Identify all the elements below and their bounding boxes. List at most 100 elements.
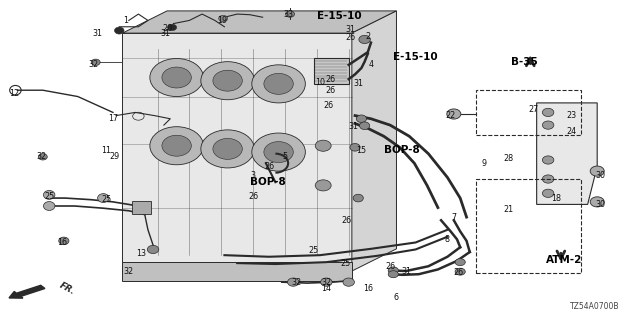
Ellipse shape: [542, 175, 554, 183]
Ellipse shape: [287, 278, 299, 286]
Ellipse shape: [44, 202, 55, 211]
Polygon shape: [122, 11, 396, 33]
Ellipse shape: [38, 154, 47, 160]
Ellipse shape: [321, 278, 332, 286]
Text: 25: 25: [101, 195, 111, 204]
Ellipse shape: [162, 67, 191, 88]
Polygon shape: [122, 261, 352, 281]
Polygon shape: [352, 11, 396, 271]
Text: 31: 31: [346, 25, 356, 35]
Bar: [132, 201, 151, 214]
Text: 29: 29: [109, 152, 119, 161]
Text: 28: 28: [503, 154, 513, 163]
Text: 20: 20: [162, 24, 172, 33]
Text: 10: 10: [315, 78, 325, 87]
Text: E-15-10: E-15-10: [317, 11, 362, 21]
Text: 8: 8: [445, 235, 450, 244]
Text: 14: 14: [321, 284, 332, 293]
Text: 30: 30: [595, 172, 605, 180]
Text: B-35: B-35: [511, 57, 538, 67]
Text: 32: 32: [321, 278, 332, 287]
Ellipse shape: [343, 278, 355, 286]
Text: 9: 9: [482, 159, 487, 168]
Text: BOP-8: BOP-8: [250, 177, 285, 187]
Bar: [476, 90, 581, 135]
Ellipse shape: [115, 27, 124, 34]
Text: 19: 19: [218, 16, 228, 25]
Ellipse shape: [264, 142, 293, 163]
Text: 17: 17: [108, 114, 118, 123]
Ellipse shape: [590, 197, 604, 207]
Text: 33: 33: [283, 10, 293, 19]
Ellipse shape: [213, 139, 243, 159]
Text: 4: 4: [369, 60, 374, 69]
Ellipse shape: [447, 109, 461, 119]
Ellipse shape: [213, 70, 243, 91]
Text: 12: 12: [9, 89, 19, 98]
Text: 6: 6: [394, 293, 399, 302]
Text: 31: 31: [353, 79, 364, 88]
FancyArrow shape: [9, 285, 45, 298]
Text: 32: 32: [36, 152, 47, 161]
Polygon shape: [122, 33, 352, 271]
Ellipse shape: [542, 189, 554, 197]
Ellipse shape: [147, 245, 159, 253]
Text: TZ54A0700B: TZ54A0700B: [570, 302, 620, 311]
Ellipse shape: [455, 259, 465, 266]
Ellipse shape: [252, 133, 305, 171]
Text: 27: 27: [529, 105, 539, 114]
Text: 21: 21: [503, 205, 513, 214]
Text: 32: 32: [291, 278, 301, 287]
Bar: [476, 179, 581, 273]
Text: ATM-2: ATM-2: [546, 255, 582, 265]
Text: BOP-8: BOP-8: [384, 146, 419, 156]
Ellipse shape: [316, 140, 331, 151]
Text: 32: 32: [89, 60, 99, 69]
Text: 25: 25: [308, 246, 319, 255]
Ellipse shape: [162, 135, 191, 156]
Ellipse shape: [353, 194, 364, 202]
Polygon shape: [314, 59, 349, 84]
Text: 16: 16: [57, 238, 67, 247]
Ellipse shape: [316, 180, 331, 191]
Text: 32: 32: [124, 267, 134, 276]
Ellipse shape: [542, 108, 554, 116]
Text: 2: 2: [365, 32, 371, 41]
Text: 31: 31: [161, 28, 171, 38]
Ellipse shape: [201, 62, 254, 100]
Ellipse shape: [98, 194, 109, 203]
Ellipse shape: [316, 69, 331, 80]
Ellipse shape: [388, 271, 398, 278]
Text: 25: 25: [44, 192, 54, 201]
Ellipse shape: [59, 237, 69, 245]
Ellipse shape: [455, 268, 465, 275]
Ellipse shape: [150, 127, 204, 165]
Text: 5: 5: [282, 152, 287, 161]
Ellipse shape: [92, 59, 100, 66]
Text: 26: 26: [323, 100, 333, 110]
Text: 23: 23: [566, 111, 577, 120]
Ellipse shape: [150, 59, 204, 97]
Ellipse shape: [350, 143, 360, 151]
Ellipse shape: [359, 35, 371, 44]
Text: 25: 25: [340, 259, 351, 268]
Ellipse shape: [264, 73, 293, 94]
Ellipse shape: [360, 122, 370, 130]
Text: 31: 31: [401, 267, 411, 276]
Text: 26: 26: [346, 33, 356, 42]
Text: 30: 30: [595, 200, 605, 209]
Ellipse shape: [201, 130, 254, 168]
Text: 31: 31: [348, 122, 358, 131]
Text: 24: 24: [566, 127, 577, 136]
Text: 26: 26: [248, 192, 258, 201]
Text: 26: 26: [326, 86, 336, 95]
Text: 26: 26: [264, 162, 274, 171]
Ellipse shape: [252, 65, 305, 103]
Text: 26: 26: [342, 216, 352, 225]
Ellipse shape: [388, 267, 398, 274]
Text: E-15-10: E-15-10: [394, 52, 438, 62]
Text: 26: 26: [454, 268, 464, 277]
Ellipse shape: [356, 115, 367, 123]
Text: FR.: FR.: [58, 281, 76, 296]
Ellipse shape: [590, 166, 604, 176]
